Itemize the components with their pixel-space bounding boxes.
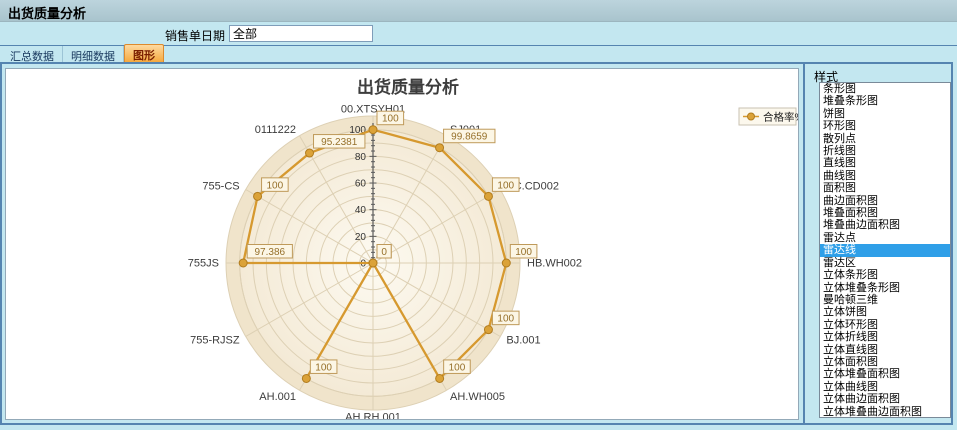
chart-style-listbox[interactable]: 条形图 堆叠条形图 饼图 环形图 散列点 折线图 直线图 曲线图 面积图 曲边面积图 堆叠面积图 堆叠… bbox=[819, 82, 951, 418]
data-point bbox=[501, 258, 511, 268]
data-point-label-box bbox=[246, 244, 293, 259]
category-label: AH.WH005 bbox=[450, 391, 505, 403]
list-item-chart-style[interactable]: 立体饼图 bbox=[823, 306, 867, 319]
panel-separator bbox=[803, 64, 805, 423]
data-point-label: 100 bbox=[315, 362, 332, 373]
list-item-chart-style[interactable]: 直线图 bbox=[823, 157, 856, 170]
data-point-label: 100 bbox=[449, 362, 466, 373]
style-panel: 样式 条形图 堆叠条形图 饼图 环形图 散列点 折线图 直线图 曲线图 面积图 曲边面积图 堆叠面积… bbox=[806, 64, 953, 423]
category-label: 755JS bbox=[188, 258, 219, 270]
list-item-chart-style[interactable]: 条形图 bbox=[823, 83, 856, 95]
category-label: AH.001 bbox=[259, 391, 296, 403]
filter-bar: 销售单日期 bbox=[0, 22, 957, 45]
data-point-label-box bbox=[261, 177, 289, 192]
data-point-label-box bbox=[309, 359, 338, 374]
data-point-label: 97.386 bbox=[254, 247, 285, 258]
list-item-chart-style[interactable]: 雷达点 bbox=[823, 231, 856, 244]
chart-panel: 02040608010000.XTSYH01SJ001SC.CD002HB.WH… bbox=[5, 68, 804, 424]
data-point bbox=[368, 258, 378, 268]
data-point-label: 99.8659 bbox=[451, 132, 488, 143]
data-point bbox=[435, 143, 445, 153]
data-point-label-box bbox=[491, 310, 520, 326]
axis-tick-label: 80 bbox=[355, 152, 367, 163]
tab-bar: 汇总数据 明细数据 图形 bbox=[0, 44, 957, 63]
category-label: HB.WH002 bbox=[527, 258, 582, 270]
chart-legend: 合格率% bbox=[738, 107, 804, 126]
radar-chart: 02040608010000.XTSYH01SJ001SC.CD002HB.WH… bbox=[188, 77, 804, 424]
list-item-chart-style[interactable]: 饼图 bbox=[823, 107, 845, 120]
tab-graphics[interactable]: 图形 bbox=[124, 44, 164, 62]
list-item-chart-style[interactable]: 曲边面积图 bbox=[823, 194, 878, 207]
category-label: 0111222 bbox=[255, 124, 296, 136]
data-point-label: 100 bbox=[497, 180, 514, 191]
list-item-chart-style[interactable]: 立体曲边面积图 bbox=[823, 393, 900, 406]
list-item-chart-style[interactable]: 堆叠条形图 bbox=[823, 95, 878, 108]
list-item-chart-style[interactable]: 立体折线图 bbox=[823, 331, 878, 344]
legend-marker-dot bbox=[747, 112, 755, 121]
tab-summary-data[interactable]: 汇总数据 bbox=[2, 46, 63, 63]
list-item-chart-style[interactable]: 立体堆叠面积图 bbox=[823, 368, 900, 381]
window-titlebar: 出货质量分析 bbox=[0, 0, 957, 22]
category-label: 755-CS bbox=[202, 181, 239, 193]
data-point-label-box bbox=[443, 359, 471, 374]
chart-title: 出货质量分析 bbox=[357, 77, 459, 97]
category-label: BJ.001 bbox=[506, 335, 540, 347]
list-item-chart-style[interactable]: 雷达线 bbox=[820, 244, 950, 257]
data-point bbox=[435, 373, 445, 383]
data-point-label: 100 bbox=[497, 314, 514, 325]
list-item-chart-style[interactable]: 立体曲线图 bbox=[823, 380, 878, 393]
category-label: 755-RJSZ bbox=[190, 335, 240, 347]
data-point bbox=[368, 125, 378, 135]
axis-tick-label: 40 bbox=[355, 205, 367, 216]
data-point-label: 0 bbox=[381, 247, 387, 258]
data-point-label-box bbox=[376, 244, 392, 259]
list-item-chart-style[interactable]: 环形图 bbox=[823, 120, 856, 133]
list-item-chart-style[interactable]: 雷达区 bbox=[823, 256, 856, 269]
axis-tick-label: 20 bbox=[355, 232, 367, 243]
category-label: AH.RH.001 bbox=[345, 412, 401, 420]
data-point-label-box bbox=[509, 244, 538, 259]
legend-label: 合格率% bbox=[763, 111, 798, 124]
data-point-label: 100 bbox=[515, 247, 532, 258]
data-point-label-box bbox=[313, 134, 366, 149]
axis-tick-label: 60 bbox=[355, 179, 367, 190]
data-point bbox=[253, 191, 263, 201]
list-item-chart-style[interactable]: 散列点 bbox=[823, 132, 856, 145]
list-item-chart-style[interactable]: 曲线图 bbox=[823, 169, 856, 182]
page-title: 出货质量分析 bbox=[8, 6, 87, 21]
data-point-label-box bbox=[443, 128, 496, 144]
data-point-label-box bbox=[491, 177, 520, 192]
data-point bbox=[301, 373, 311, 383]
date-filter-label: 销售单日期 bbox=[164, 29, 225, 43]
list-item-chart-style[interactable]: 曼哈顿三维 bbox=[823, 293, 878, 306]
tab-detail-data[interactable]: 明细数据 bbox=[63, 46, 124, 63]
list-item-chart-style[interactable]: 堆叠面积图 bbox=[823, 207, 878, 220]
list-item-chart-style[interactable]: 立体条形图 bbox=[823, 269, 878, 282]
list-item-chart-style[interactable]: 立体堆叠曲边面积图 bbox=[823, 405, 922, 418]
list-item-chart-style[interactable]: 立体堆叠条形图 bbox=[823, 281, 900, 294]
list-item-chart-style[interactable]: 立体面积图 bbox=[823, 355, 878, 368]
data-point-label: 100 bbox=[267, 180, 284, 191]
style-panel-title: 样式 bbox=[814, 70, 839, 84]
axis-tick-label: 100 bbox=[349, 125, 366, 136]
list-item-chart-style[interactable]: 立体环形图 bbox=[823, 318, 878, 331]
data-point bbox=[483, 325, 493, 335]
list-item-chart-style[interactable]: 立体直线图 bbox=[823, 343, 878, 356]
content-area: 02040608010000.XTSYH01SJ001SC.CD002HB.WH… bbox=[0, 62, 953, 425]
data-point bbox=[483, 191, 493, 201]
data-point bbox=[305, 148, 315, 158]
data-point-label: 100 bbox=[382, 114, 399, 125]
data-point bbox=[238, 258, 248, 268]
data-point-label-box bbox=[376, 110, 405, 126]
list-item-chart-style[interactable]: 面积图 bbox=[823, 182, 856, 195]
list-item-chart-style[interactable]: 堆叠曲边面积图 bbox=[823, 219, 900, 232]
date-filter-input[interactable] bbox=[229, 25, 373, 42]
point-value-labels: 10099.86591001001001000100097.38610095.2… bbox=[246, 110, 538, 374]
series-points bbox=[238, 125, 511, 383]
data-point-label: 95.2381 bbox=[321, 137, 358, 148]
list-item-chart-style[interactable]: 折线图 bbox=[823, 145, 856, 158]
